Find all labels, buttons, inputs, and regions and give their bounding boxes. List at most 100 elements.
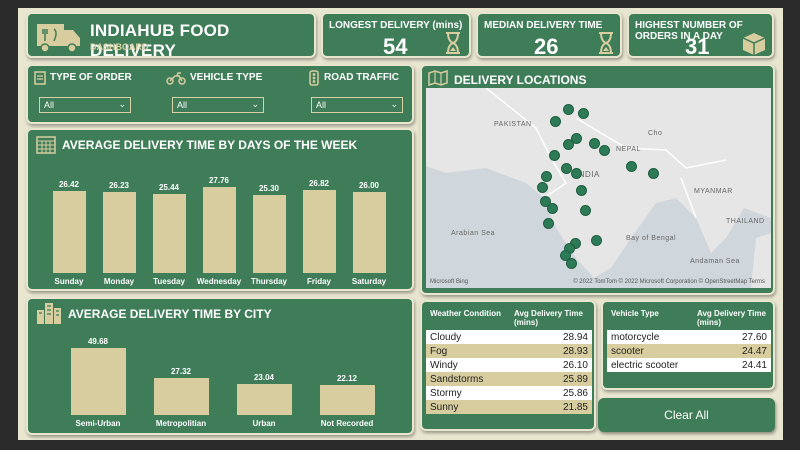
row-value: 28.94 — [510, 330, 592, 344]
row-value: 24.41 — [693, 358, 771, 372]
location-marker[interactable] — [589, 138, 600, 149]
location-marker[interactable] — [563, 139, 574, 150]
chevron-down-icon: ⌄ — [251, 99, 259, 109]
location-marker[interactable] — [543, 218, 554, 229]
location-marker[interactable] — [599, 145, 610, 156]
chart-bar[interactable] — [236, 383, 292, 415]
location-marker[interactable] — [540, 196, 551, 207]
kpi-value: 31 — [685, 34, 710, 59]
delivery-map[interactable]: PAKISTAN INDIA Arabian Sea Bay of Bengal… — [426, 88, 771, 288]
location-marker[interactable] — [571, 133, 582, 144]
kpi-label: HIGHEST NUMBER OF ORDERS IN A DAY — [635, 20, 743, 42]
row-label: Sandstorms — [426, 372, 510, 386]
map-label: Cho — [648, 130, 663, 137]
kpi-highest-orders: HIGHEST NUMBER OF ORDERS IN A DAY 31 — [627, 12, 774, 59]
dashboard-canvas: INDIAHUB FOOD DELIVERY DASHBOARD LONGEST… — [18, 8, 783, 440]
row-value: 28.93 — [510, 344, 592, 358]
order-icon — [34, 71, 46, 85]
location-marker[interactable] — [550, 116, 561, 127]
table-row[interactable]: Stormy 25.86 — [426, 386, 592, 400]
hourglass-icon — [446, 32, 460, 54]
chart-bar[interactable] — [70, 348, 126, 415]
row-label: Fog — [426, 344, 510, 358]
table-row[interactable]: Fog 28.93 — [426, 344, 592, 358]
chart-bar[interactable] — [152, 194, 186, 273]
weather-table: Weather Condition Avg Delivery Time (min… — [426, 306, 592, 414]
column-header[interactable]: Avg Delivery Time (mins) — [510, 306, 592, 330]
weather-table-card: Weather Condition Avg Delivery Time (min… — [420, 300, 596, 431]
map-label: Andaman Sea — [690, 258, 740, 265]
table-row[interactable]: Windy 26.10 — [426, 358, 592, 372]
category-label: Sunday — [54, 277, 84, 286]
category-label: Friday — [306, 277, 331, 286]
map-label: THAILAND — [726, 218, 765, 225]
map-label: PAKISTAN — [494, 121, 532, 128]
category-label: Monday — [103, 277, 135, 286]
data-label: 26.42 — [58, 180, 80, 190]
page-title: INDIAHUB FOOD DELIVERY — [90, 21, 230, 60]
location-marker[interactable] — [561, 163, 572, 174]
data-label: 23.04 — [253, 372, 275, 382]
location-marker[interactable] — [571, 168, 582, 179]
map-card: DELIVERY LOCATIONS PAKISTAN INDIA Arabia… — [420, 64, 775, 295]
location-marker[interactable] — [563, 104, 574, 115]
location-marker[interactable] — [578, 108, 589, 119]
row-value: 27.60 — [693, 330, 771, 344]
column-header[interactable]: Weather Condition — [426, 306, 510, 330]
location-marker[interactable] — [537, 182, 548, 193]
motorbike-icon — [166, 72, 186, 85]
road-traffic-dropdown[interactable]: All ⌄ — [311, 97, 403, 113]
table-row[interactable]: Sandstorms 25.89 — [426, 372, 592, 386]
traffic-light-icon — [309, 70, 319, 86]
category-label: Metropolitian — [155, 419, 207, 428]
table-row[interactable]: Cloudy 28.94 — [426, 330, 592, 344]
table-row[interactable]: Sunny 21.85 — [426, 400, 592, 414]
order-type-dropdown[interactable]: All ⌄ — [39, 97, 131, 113]
chart-bar[interactable] — [352, 192, 386, 273]
location-marker[interactable] — [566, 258, 577, 269]
category-label: Not Recorded — [320, 419, 374, 428]
table-row[interactable]: electric scooter 24.41 — [607, 358, 771, 372]
location-marker[interactable] — [591, 235, 602, 246]
vehicle-type-dropdown[interactable]: All ⌄ — [172, 97, 264, 113]
kpi-median-delivery: MEDIAN DELIVERY TIME 26 — [476, 12, 622, 59]
location-marker[interactable] — [648, 168, 659, 179]
location-marker[interactable] — [580, 205, 591, 216]
row-value: 25.89 — [510, 372, 592, 386]
row-label: electric scooter — [607, 358, 693, 372]
map-label: NEPAL — [616, 146, 641, 153]
location-marker[interactable] — [626, 161, 637, 172]
data-label: 22.12 — [336, 374, 358, 384]
column-header[interactable]: Vehicle Type — [607, 306, 693, 330]
category-label: Saturday — [351, 277, 387, 286]
chart-bar[interactable] — [319, 385, 375, 415]
map-label: MYANMAR — [694, 188, 733, 195]
row-label: Cloudy — [426, 330, 510, 344]
delivery-truck-icon — [37, 24, 80, 53]
location-marker[interactable] — [576, 185, 587, 196]
chart-bar[interactable] — [52, 191, 86, 273]
calendar-icon — [36, 136, 56, 154]
location-marker[interactable] — [547, 203, 558, 214]
category-label: Wednesday — [196, 277, 242, 286]
location-marker[interactable] — [560, 250, 571, 261]
vehicle-table-card: Vehicle Type Avg Delivery Time (mins) mo… — [601, 300, 775, 390]
location-marker[interactable] — [541, 171, 552, 182]
chart-bar[interactable] — [202, 187, 236, 273]
chart-bar[interactable] — [153, 378, 209, 415]
clear-all-button[interactable]: Clear All — [598, 398, 775, 432]
location-marker[interactable] — [549, 150, 560, 161]
bing-logo: Microsoft Bing — [430, 279, 469, 285]
filter-label-order-type: TYPE OF ORDER — [50, 72, 132, 83]
column-header[interactable]: Avg Delivery Time (mins) — [693, 306, 771, 330]
row-label: motorcycle — [607, 330, 693, 344]
filters-card: TYPE OF ORDER All ⌄ VEHICLE TYPE All ⌄ R… — [26, 64, 414, 124]
map-attribution: © 2022 TomTom © 2022 Microsoft Corporati… — [573, 279, 765, 285]
table-row[interactable]: scooter 24.47 — [607, 344, 771, 358]
chart-bar[interactable] — [102, 191, 136, 273]
chevron-down-icon: ⌄ — [118, 99, 126, 109]
chart-bar[interactable] — [252, 194, 286, 273]
chart-bar[interactable] — [302, 189, 336, 273]
table-row[interactable]: motorcycle 27.60 — [607, 330, 771, 344]
kpi-value: 26 — [534, 34, 559, 59]
